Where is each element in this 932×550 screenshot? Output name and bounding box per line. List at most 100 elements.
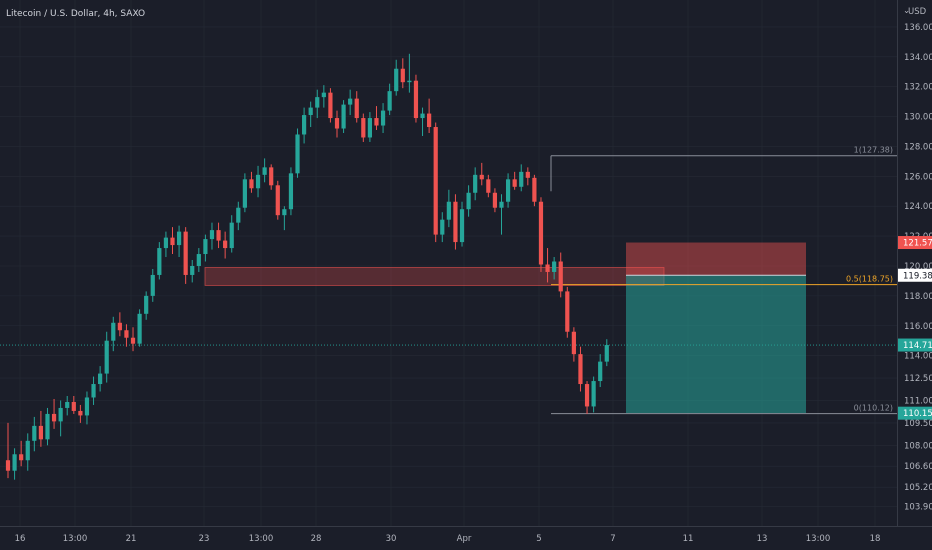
- price-tick-label[interactable]: 109.50: [904, 419, 932, 429]
- candle-body[interactable]: [341, 104, 346, 129]
- candle-body[interactable]: [473, 174, 478, 193]
- candle-body[interactable]: [236, 207, 241, 223]
- candle-body[interactable]: [400, 68, 405, 83]
- time-tick-label[interactable]: 13:00: [806, 534, 831, 544]
- candle-body[interactable]: [427, 113, 432, 128]
- candle-body[interactable]: [242, 179, 247, 208]
- candle-body[interactable]: [209, 230, 215, 240]
- time-tick-label[interactable]: 28: [311, 534, 322, 544]
- candle-body[interactable]: [538, 201, 544, 265]
- candle-body[interactable]: [433, 127, 438, 235]
- candle-body[interactable]: [91, 384, 96, 398]
- candle-body[interactable]: [196, 254, 201, 266]
- candle-body[interactable]: [71, 401, 76, 411]
- candle-body[interactable]: [163, 237, 169, 249]
- time-tick-label[interactable]: 7: [610, 534, 615, 544]
- currency-chevron-icon[interactable]: ⌄: [903, 6, 910, 16]
- time-tick-label[interactable]: 13:00: [249, 534, 274, 544]
- candle-body[interactable]: [571, 331, 576, 355]
- candle-body[interactable]: [262, 167, 267, 175]
- supply-zone[interactable]: [204, 267, 665, 286]
- candle-body[interactable]: [440, 219, 445, 235]
- candle-body[interactable]: [545, 264, 550, 272]
- candle-body[interactable]: [137, 313, 142, 344]
- price-tick-label[interactable]: 130.00: [904, 113, 932, 123]
- candle-body[interactable]: [203, 239, 208, 255]
- candle-body[interactable]: [578, 354, 583, 385]
- candle-body[interactable]: [32, 425, 37, 441]
- candle-body[interactable]: [446, 201, 451, 220]
- candle-body[interactable]: [512, 179, 517, 187]
- candle-body[interactable]: [269, 167, 274, 186]
- candle-body[interactable]: [374, 118, 379, 126]
- candle-body[interactable]: [216, 230, 221, 241]
- candle-body[interactable]: [591, 381, 596, 407]
- candle-body[interactable]: [584, 384, 590, 407]
- price-tick-label[interactable]: 103.90: [904, 503, 932, 513]
- time-axis[interactable]: 16 13:00 21 23 13:00 28 30 Apr 5 7 11 13 13:00 18: [15, 534, 881, 544]
- candle-body[interactable]: [505, 179, 511, 202]
- candle-body[interactable]: [150, 274, 155, 296]
- candles-layer[interactable]: [5, 53, 609, 480]
- stop-loss-area[interactable]: [626, 242, 806, 276]
- candle-body[interactable]: [492, 192, 498, 208]
- candle-body[interactable]: [459, 209, 465, 243]
- candle-body[interactable]: [519, 171, 524, 187]
- candle-body[interactable]: [144, 295, 149, 314]
- currency-label[interactable]: USD: [908, 7, 927, 17]
- price-tick-label[interactable]: 136.00: [904, 23, 932, 33]
- candle-body[interactable]: [302, 115, 307, 135]
- price-tick-label[interactable]: 124.00: [904, 202, 932, 212]
- candle-body[interactable]: [104, 340, 109, 374]
- candle-body[interactable]: [413, 80, 419, 119]
- price-axis[interactable]: 136.00 134.00 132.00 130.00 128.00 126.00 124.…: [904, 23, 932, 513]
- candle-body[interactable]: [45, 413, 50, 440]
- candle-body[interactable]: [525, 171, 530, 178]
- price-tick-label[interactable]: 108.00: [904, 441, 932, 451]
- candle-body[interactable]: [334, 118, 340, 129]
- price-tick-label[interactable]: 114.00: [904, 352, 932, 362]
- candle-body[interactable]: [308, 107, 313, 116]
- time-tick-label[interactable]: Apr: [457, 534, 472, 544]
- candle-body[interactable]: [407, 80, 412, 83]
- candle-body[interactable]: [598, 361, 603, 382]
- time-tick-label[interactable]: 23: [199, 534, 210, 544]
- candle-body[interactable]: [499, 201, 504, 208]
- time-tick-label[interactable]: 11: [683, 534, 694, 544]
- candle-body[interactable]: [176, 231, 182, 246]
- candle-body[interactable]: [420, 113, 425, 119]
- candle-body[interactable]: [5, 460, 11, 471]
- candle-body[interactable]: [367, 118, 372, 138]
- price-tick-label[interactable]: 112.50: [904, 374, 932, 384]
- price-tick-label[interactable]: 116.00: [904, 322, 932, 332]
- candle-body[interactable]: [275, 185, 280, 216]
- candle-body[interactable]: [78, 410, 83, 416]
- candle-body[interactable]: [315, 97, 320, 108]
- time-tick-label[interactable]: 21: [126, 534, 137, 544]
- candle-body[interactable]: [486, 179, 491, 193]
- candle-body[interactable]: [387, 91, 392, 111]
- candle-body[interactable]: [295, 134, 300, 174]
- price-tick-label[interactable]: 118.00: [904, 292, 932, 302]
- time-tick-label[interactable]: 5: [536, 534, 541, 544]
- time-tick-label[interactable]: 30: [386, 534, 397, 544]
- take-profit-area[interactable]: [626, 275, 806, 414]
- candle-body[interactable]: [183, 231, 188, 275]
- candle-body[interactable]: [130, 337, 136, 344]
- price-tick-label[interactable]: 132.00: [904, 83, 932, 93]
- candle-body[interactable]: [111, 322, 116, 341]
- time-tick-label[interactable]: 16: [15, 534, 26, 544]
- candle-body[interactable]: [361, 118, 366, 138]
- candle-body[interactable]: [51, 413, 57, 422]
- candle-body[interactable]: [328, 92, 333, 119]
- candle-body[interactable]: [12, 454, 17, 471]
- candle-body[interactable]: [19, 454, 24, 461]
- time-tick-label[interactable]: 13: [757, 534, 768, 544]
- candle-body[interactable]: [380, 110, 386, 126]
- candle-body[interactable]: [394, 68, 399, 92]
- price-tick-label[interactable]: 106.60: [904, 462, 932, 472]
- candle-body[interactable]: [604, 345, 609, 362]
- candle-body[interactable]: [117, 322, 122, 331]
